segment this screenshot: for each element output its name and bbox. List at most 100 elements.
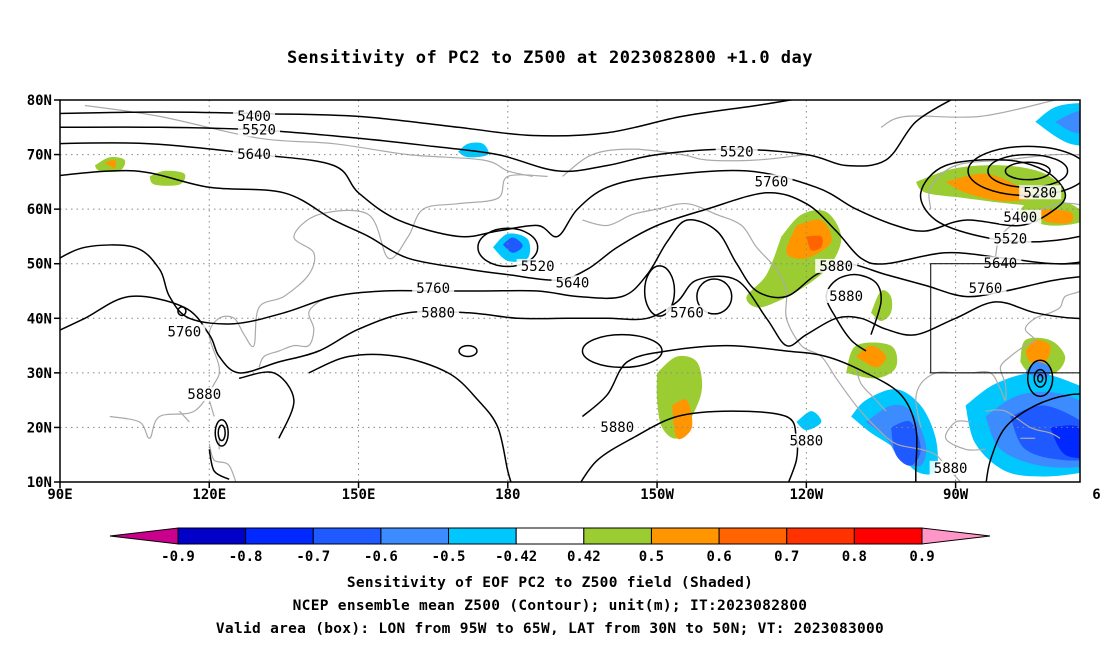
lon-label: 60W — [1092, 487, 1100, 503]
contour-label: 5640 — [237, 147, 271, 163]
colorbar-box — [786, 527, 855, 545]
colorbar-box — [177, 527, 247, 545]
shade-region — [149, 170, 186, 186]
contour-label: 5760 — [969, 281, 1003, 297]
colorbar-label: -0.5 — [432, 549, 466, 565]
contour-label: 5520 — [993, 232, 1027, 248]
coastline — [562, 148, 807, 177]
contour-label-bg — [665, 305, 708, 320]
coastline — [994, 202, 1080, 266]
contour-closed — [581, 333, 663, 369]
contour-label-bg — [183, 387, 226, 402]
contour-label: 5760 — [168, 324, 202, 340]
contour-label-bg — [750, 174, 793, 189]
lat-label: 30N — [27, 366, 52, 382]
contour-label: 5400 — [237, 109, 271, 125]
shade-region — [871, 290, 893, 321]
contour-label: 5880 — [819, 259, 853, 275]
contour-line — [985, 393, 1080, 482]
lon-label: 120W — [789, 487, 823, 503]
caption-line-3: Valid area (box): LON from 95W to 65W, L… — [215, 621, 885, 637]
contour-label-bg — [233, 147, 276, 162]
contour-label: 5760 — [670, 305, 704, 321]
contour-label-bg — [989, 231, 1032, 246]
contour-label: 5760 — [755, 174, 789, 190]
colorbar-label: 0.8 — [842, 549, 867, 565]
colorbar: -0.9 -0.8 -0.7 -0.6 -0.5 -0.42 0.42 0.5 0.6 0.7 0.… — [109, 527, 991, 565]
coastline — [84, 104, 533, 177]
lon-label: 150E — [342, 487, 376, 503]
lon-label: 90E — [47, 487, 72, 503]
colorbar-label: -0.8 — [229, 549, 263, 565]
colorbar-box — [718, 527, 788, 545]
contour-closed — [1004, 161, 1051, 181]
contour-line — [60, 100, 953, 173]
contour-label-bg — [825, 288, 868, 303]
contour-label-bg — [163, 324, 206, 339]
colorbar-label: 0.6 — [706, 549, 731, 565]
shade-region — [1035, 103, 1080, 146]
shade-region — [796, 411, 822, 431]
contour-closed — [477, 227, 539, 268]
shade-region — [806, 235, 823, 251]
coastline — [109, 174, 548, 439]
contour-closed — [1027, 359, 1054, 398]
coastline — [944, 420, 986, 451]
caption-line-2: NCEP ensemble mean Z500 (Contour); unit(… — [292, 598, 808, 614]
contour-label-bg — [715, 144, 758, 159]
figure-title: Sensitivity of PC2 to Z500 at 2023082800… — [286, 48, 813, 68]
coastline — [915, 290, 1080, 428]
colorbar-end-left — [109, 527, 179, 545]
contour-label-bg — [1019, 185, 1062, 200]
contour-line — [308, 353, 512, 482]
coastline — [855, 367, 887, 412]
shade-region — [1040, 209, 1074, 224]
colorbar-label: 0.7 — [774, 549, 799, 565]
contour-label: 5520 — [720, 144, 754, 160]
colorbar-label: -0.6 — [364, 549, 398, 565]
contour-label: 5640 — [556, 275, 590, 291]
colorbar-label: -0.7 — [296, 549, 330, 565]
colorbar-label: -0.9 — [161, 549, 195, 565]
lat-label: 50N — [27, 257, 52, 273]
contour-closed — [217, 424, 226, 442]
colorbar-label: 0.42 — [567, 549, 601, 565]
contour-label: 5880 — [934, 461, 968, 477]
shade-region — [1025, 339, 1051, 364]
contour-line — [60, 275, 1080, 374]
shade-region — [856, 345, 887, 368]
contour-label-bg — [516, 258, 559, 273]
lat-label: 20N — [27, 420, 52, 436]
caption-line-1: Sensitivity of EOF PC2 to Z500 field (Sh… — [346, 575, 754, 591]
contour-label: 5880 — [600, 420, 634, 436]
contour-label: 5880 — [421, 305, 455, 321]
colorbar-label: 0.5 — [639, 549, 664, 565]
contour-label-bg — [412, 280, 455, 295]
lon-label: 90W — [943, 487, 969, 503]
contour-label: 5520 — [521, 259, 555, 275]
contour-label: 5880 — [789, 434, 823, 450]
contour-label: 5400 — [1003, 210, 1037, 226]
shade-region — [1050, 425, 1080, 459]
contour-closed — [177, 306, 187, 317]
coastline — [985, 409, 1061, 439]
contour-line — [60, 142, 1080, 243]
contour-closed — [1036, 373, 1044, 383]
colorbar-label: 0.9 — [909, 549, 934, 565]
contour-closed — [214, 419, 229, 447]
lat-label: 10N — [27, 475, 52, 491]
colorbar-box — [583, 527, 652, 545]
colorbar-box — [853, 527, 923, 545]
coastline — [258, 295, 334, 368]
contour-line — [825, 273, 882, 352]
contour-label-bg — [929, 460, 972, 475]
coastline — [208, 443, 237, 482]
lon-label: 150W — [640, 487, 674, 503]
colorbar-label: -0.42 — [495, 549, 537, 565]
contour-closed — [643, 265, 676, 317]
contour-line — [580, 410, 799, 482]
lat-label: 40N — [27, 311, 52, 327]
shade-region — [1055, 110, 1080, 134]
